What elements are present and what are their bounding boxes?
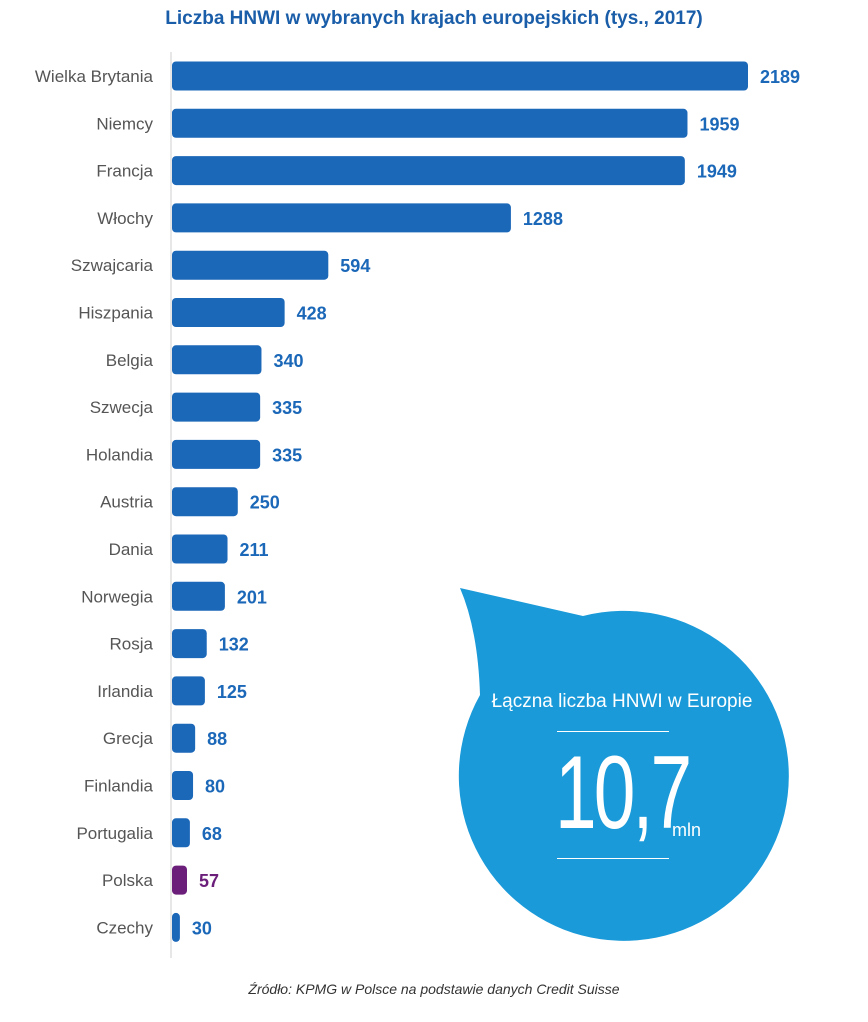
category-label: Włochy: [97, 209, 153, 228]
value-label: 594: [340, 256, 370, 276]
value-label: 1949: [697, 162, 737, 182]
category-label: Rosja: [110, 635, 154, 654]
bar-czechy: [172, 912, 180, 942]
value-label: 335: [272, 445, 302, 465]
bar-niemcy: [172, 108, 688, 138]
value-label: 132: [219, 635, 249, 655]
category-label: Wielka Brytania: [35, 67, 154, 86]
bar-norwegia: [172, 581, 225, 611]
value-label: 1288: [523, 209, 563, 229]
value-label: 428: [297, 304, 327, 324]
category-label: Czechy: [96, 918, 153, 937]
category-label: Hiszpania: [78, 304, 153, 323]
category-label: Szwecja: [90, 398, 154, 417]
source-note: Źródło: KPMG w Polsce na podstawie danyc…: [248, 981, 620, 997]
value-label: 201: [237, 587, 267, 607]
bar-portugalia: [172, 818, 190, 848]
bar-grecja: [172, 723, 196, 753]
value-label: 30: [192, 918, 212, 938]
bar-belgia: [172, 345, 262, 375]
category-label: Belgia: [106, 351, 154, 370]
value-label: 80: [205, 777, 225, 797]
bar-francja: [172, 156, 685, 186]
bar-holandia: [172, 439, 261, 469]
category-label: Portugalia: [76, 824, 153, 843]
bar-rosja: [172, 629, 207, 659]
chart-title: Liczba HNWI w wybranych krajach europejs…: [165, 8, 703, 29]
value-label: 57: [199, 871, 219, 891]
bar-dania: [172, 534, 228, 564]
value-label: 1959: [699, 114, 739, 134]
category-label: Holandia: [86, 445, 154, 464]
category-label: Niemcy: [96, 114, 153, 133]
value-label: 340: [273, 351, 303, 371]
value-label: 125: [217, 682, 247, 702]
category-label: Polska: [102, 871, 154, 890]
category-label: Irlandia: [97, 682, 153, 701]
value-label: 68: [202, 824, 222, 844]
category-label: Austria: [100, 493, 153, 512]
bar-szwecja: [172, 392, 261, 422]
bar-finlandia: [172, 771, 194, 800]
bar-polska: [172, 865, 187, 895]
bar-włochy: [172, 203, 511, 233]
bar-szwajcaria: [172, 250, 329, 280]
category-label: Grecja: [103, 729, 154, 748]
value-label: 211: [240, 540, 269, 560]
value-label: 250: [250, 493, 280, 513]
value-label: 2189: [760, 67, 800, 87]
category-label: Francja: [96, 162, 153, 181]
bar-irlandia: [172, 676, 205, 706]
bar-hiszpania: [172, 298, 285, 327]
category-label: Finlandia: [84, 777, 154, 796]
value-label: 335: [272, 398, 302, 418]
category-label: Dania: [109, 540, 154, 559]
value-label: 88: [207, 729, 227, 749]
bar-wielka-brytania: [172, 61, 748, 91]
category-label: Szwajcaria: [71, 256, 154, 275]
category-label: Norwegia: [81, 587, 153, 606]
bars-group: Wielka Brytania 2189 Niemcy 1959 Francja 1949…: [35, 61, 800, 942]
bar-austria: [172, 487, 238, 517]
